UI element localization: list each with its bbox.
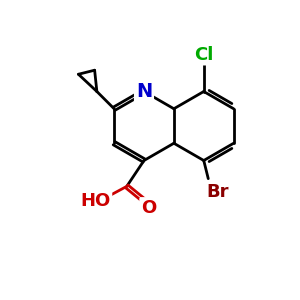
Text: Br: Br [206, 183, 229, 201]
Text: O: O [141, 199, 156, 217]
Text: HO: HO [80, 193, 110, 211]
Text: Cl: Cl [194, 46, 213, 64]
Text: N: N [136, 82, 152, 101]
